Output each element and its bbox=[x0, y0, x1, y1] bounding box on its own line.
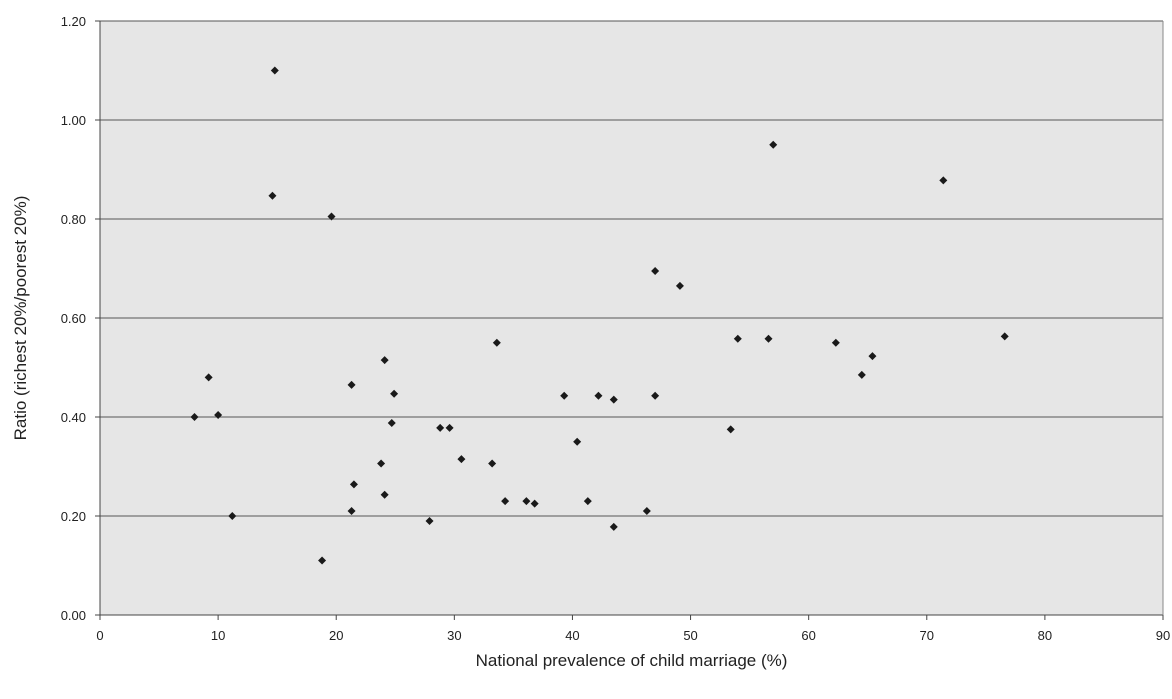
y-tick-label: 1.00 bbox=[61, 113, 86, 128]
data-point bbox=[609, 395, 618, 404]
data-point bbox=[857, 370, 866, 379]
data-point bbox=[651, 391, 660, 400]
data-point bbox=[769, 140, 778, 149]
data-point bbox=[733, 334, 742, 343]
data-point bbox=[560, 391, 569, 400]
x-tick-label: 0 bbox=[96, 628, 103, 643]
y-tick-label: 0.20 bbox=[61, 509, 86, 524]
x-axis-title: National prevalence of child marriage (%… bbox=[476, 651, 788, 670]
data-point bbox=[764, 334, 773, 343]
data-point bbox=[268, 191, 277, 200]
x-tick-label: 30 bbox=[447, 628, 461, 643]
data-point bbox=[349, 480, 358, 489]
data-point bbox=[939, 176, 948, 185]
y-tick-label: 0.60 bbox=[61, 311, 86, 326]
y-tick-label: 0.00 bbox=[61, 608, 86, 623]
y-axis-title: Ratio (richest 20%/poorest 20%) bbox=[11, 196, 30, 441]
data-point bbox=[377, 459, 386, 468]
x-tick-label: 60 bbox=[801, 628, 815, 643]
data-point bbox=[380, 356, 389, 365]
data-point bbox=[488, 459, 497, 468]
data-point bbox=[573, 437, 582, 446]
data-point bbox=[868, 352, 877, 361]
x-tick-label: 80 bbox=[1038, 628, 1052, 643]
data-point bbox=[530, 499, 539, 508]
data-point bbox=[609, 522, 618, 531]
data-point bbox=[831, 338, 840, 347]
data-point bbox=[492, 338, 501, 347]
x-tick-label: 50 bbox=[683, 628, 697, 643]
data-point bbox=[380, 490, 389, 499]
data-point bbox=[347, 507, 356, 516]
x-tick-label: 90 bbox=[1156, 628, 1170, 643]
data-point bbox=[445, 423, 454, 432]
data-point bbox=[204, 373, 213, 382]
y-tick-label: 0.40 bbox=[61, 410, 86, 425]
data-point bbox=[347, 380, 356, 389]
data-point bbox=[387, 418, 396, 427]
data-point bbox=[436, 423, 445, 432]
data-point bbox=[501, 497, 510, 506]
x-tick-label: 70 bbox=[920, 628, 934, 643]
data-point bbox=[270, 66, 279, 75]
x-axis-ticks: 0 10 20 30 40 50 60 70 80 90 bbox=[96, 615, 1170, 643]
data-point bbox=[390, 389, 399, 398]
gridlines bbox=[100, 20, 1163, 517]
x-tick-label: 40 bbox=[565, 628, 579, 643]
data-point bbox=[583, 497, 592, 506]
y-axis-ticks: 0.00 0.20 0.40 0.60 0.80 1.00 1.20 bbox=[61, 14, 100, 623]
data-point bbox=[190, 413, 199, 421]
data-point bbox=[327, 212, 336, 221]
data-point bbox=[651, 266, 660, 275]
data-point bbox=[425, 516, 434, 525]
y-tick-label: 0.80 bbox=[61, 212, 86, 227]
data-point bbox=[1000, 332, 1009, 341]
x-tick-label: 20 bbox=[329, 628, 343, 643]
data-point bbox=[457, 455, 466, 464]
data-point bbox=[594, 391, 603, 400]
data-point bbox=[214, 411, 223, 420]
y-tick-label: 1.20 bbox=[61, 14, 86, 29]
data-points bbox=[190, 66, 1009, 565]
data-point bbox=[228, 512, 237, 520]
data-point bbox=[675, 281, 684, 290]
data-point bbox=[318, 556, 327, 565]
data-point bbox=[726, 425, 735, 434]
data-point bbox=[522, 497, 531, 506]
data-point bbox=[642, 507, 651, 516]
x-tick-label: 10 bbox=[211, 628, 225, 643]
